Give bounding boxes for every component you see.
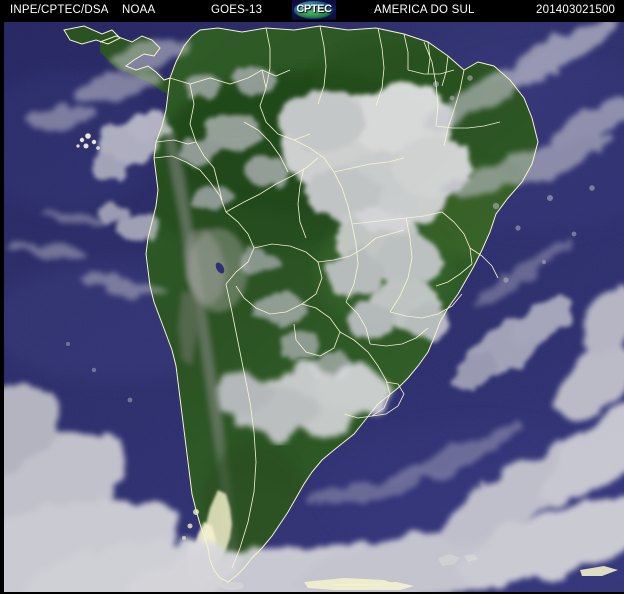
satellite-image[interactable] xyxy=(4,22,624,594)
bottom-ice-coastline xyxy=(304,566,618,590)
cumulus-speckle xyxy=(66,75,595,403)
lake-titicaca xyxy=(215,262,225,274)
footer-strip xyxy=(0,592,624,594)
satellite-raster xyxy=(4,22,624,594)
logo-oval-green-shape xyxy=(297,8,330,18)
logo-text-label: CPTEC xyxy=(296,3,332,15)
header-agency-label: NOAA xyxy=(122,4,156,16)
header-region-label: AMERICA DO SUL xyxy=(374,4,475,16)
header-bar: INPE/CPTEC/DSA NOAA GOES-13 CPTEC AMERIC… xyxy=(0,0,624,20)
cptec-logo-icon: CPTEC xyxy=(292,0,336,20)
country-borders-overlay xyxy=(153,25,501,569)
header-satellite-label: GOES-13 xyxy=(211,4,263,16)
header-institute-label: INPE/CPTEC/DSA xyxy=(10,4,109,16)
header-timestamp-label: 201403021500 xyxy=(536,4,616,16)
satellite-image-frame xyxy=(0,20,624,594)
coastline-overlay xyxy=(63,25,539,583)
